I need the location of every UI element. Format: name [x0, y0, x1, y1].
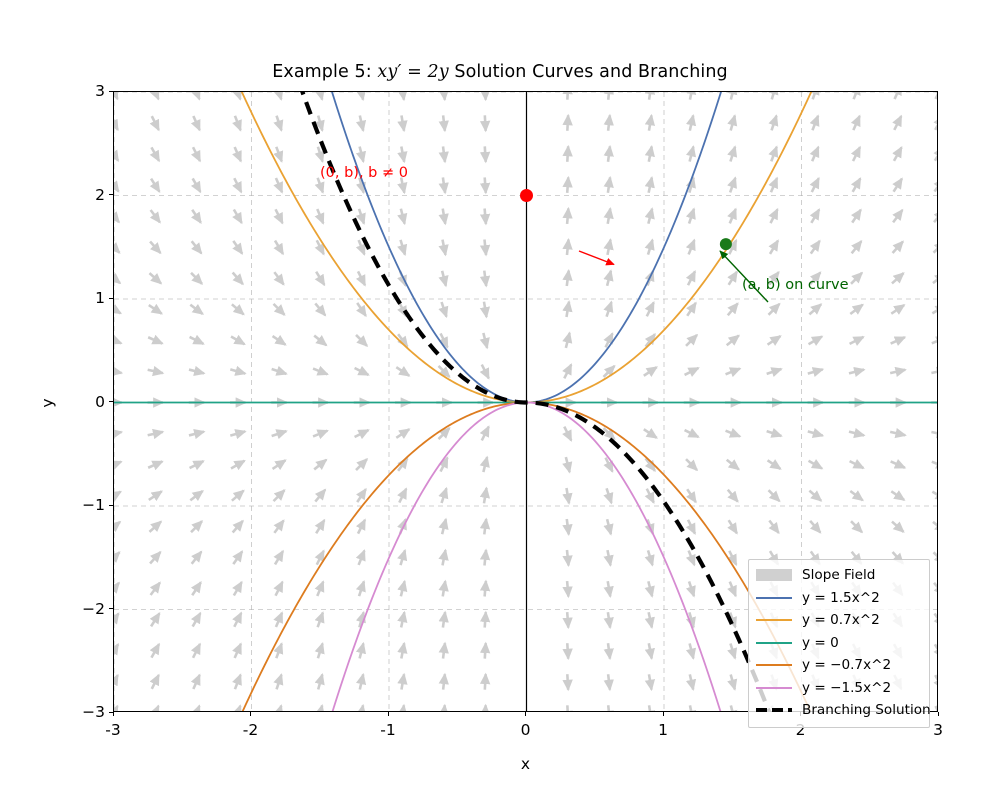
legend-item[interactable]: y = −1.5x^2	[755, 677, 923, 700]
legend-item-label: y = −0.7x^2	[802, 657, 892, 674]
chart-legend[interactable]: Slope Field y = 1.5x^2 y = 0.7x^2 y = 0 y = …	[748, 559, 931, 728]
x-tick-label: 3	[933, 721, 943, 739]
y-tick-label: −2	[82, 599, 105, 618]
solution-curves	[114, 92, 937, 711]
line-swatch-icon	[756, 641, 792, 644]
slope-field-arrows	[114, 92, 937, 711]
y-tick-mark	[109, 401, 113, 402]
y-tick-mark	[109, 297, 113, 299]
legend-item-label: y = 0.7x^2	[802, 612, 880, 629]
legend-key-swatch	[755, 658, 793, 672]
line-swatch-icon	[756, 686, 792, 689]
dashed-line-swatch-icon	[756, 707, 792, 712]
x-tick-mark	[112, 712, 114, 716]
legend-key-swatch	[755, 703, 793, 717]
plot-canvas	[114, 92, 937, 711]
legend-item[interactable]: y = 0.7x^2	[755, 609, 923, 632]
x-tick-mark	[387, 712, 389, 716]
title-pre: Example 5:	[272, 62, 378, 82]
slope-field-swatch-icon	[756, 569, 792, 582]
x-tick-label: -3	[105, 721, 121, 739]
legend-item[interactable]: Branching Solution	[755, 699, 931, 722]
data-point-markers	[520, 189, 732, 251]
x-tick-label: 2	[795, 721, 806, 739]
y-tick-label: 0	[95, 392, 105, 411]
legend-item[interactable]: Slope Field	[755, 564, 923, 587]
legend-key-swatch	[755, 681, 793, 695]
x-tick-label: 1	[658, 721, 668, 739]
y-tick-label: −1	[82, 496, 105, 514]
legend-key-swatch	[755, 568, 793, 582]
green-point	[719, 238, 732, 251]
legend-item[interactable]: y = −0.7x^2	[755, 654, 923, 677]
x-tick-label: 0	[520, 721, 531, 739]
x-tick-mark	[662, 712, 664, 716]
chart-title: Example 5: xy′ = 2y Solution Curves and …	[0, 62, 1000, 82]
title-post: Solution Curves and Branching	[448, 62, 728, 82]
legend-key-swatch	[755, 591, 793, 605]
title-math: xy′ = 2y	[377, 62, 449, 82]
y-tick-mark	[109, 194, 113, 195]
y-axis-label-wrapper: y	[38, 91, 57, 712]
line-swatch-icon	[756, 596, 792, 599]
legend-item-label: y = −1.5x^2	[802, 679, 892, 696]
y-axis-label: y	[38, 398, 57, 408]
plot-area	[113, 91, 938, 712]
curve-point-annotation-text: (a, b) on curve	[742, 277, 849, 293]
x-tick-mark	[250, 712, 251, 716]
line-swatch-icon	[756, 619, 792, 622]
annotation-arrows	[578, 250, 769, 303]
x-tick-mark	[937, 712, 939, 716]
x-tick-label: -1	[380, 721, 396, 739]
x-tick-mark	[525, 712, 526, 716]
y-tick-label: 1	[95, 289, 105, 307]
y-tick-mark	[109, 608, 113, 609]
legend-item[interactable]: y = 1.5x^2	[755, 587, 923, 610]
y-tick-mark	[109, 90, 113, 92]
y-tick-label: 2	[95, 185, 105, 204]
y-tick-mark	[109, 504, 113, 506]
legend-item-label: Slope Field	[802, 567, 876, 584]
x-tick-label: -2	[242, 721, 259, 739]
line-swatch-icon	[756, 664, 792, 667]
legend-key-swatch	[755, 613, 793, 627]
y-tick-label: −3	[82, 703, 105, 721]
legend-key-swatch	[755, 636, 793, 650]
legend-item[interactable]: y = 0	[755, 632, 923, 655]
origin-point-annotation-text: (0, b), b ≠ 0	[320, 165, 408, 181]
legend-item-label: y = 1.5x^2	[802, 589, 880, 606]
y-tick-mark	[109, 711, 113, 713]
y-tick-label: 3	[95, 82, 105, 100]
legend-item-label: y = 0	[802, 634, 839, 651]
x-axis-label: x	[520, 755, 531, 773]
red-point	[520, 189, 533, 202]
curve-branching-solution	[300, 92, 772, 711]
legend-item-label: Branching Solution	[802, 702, 931, 719]
